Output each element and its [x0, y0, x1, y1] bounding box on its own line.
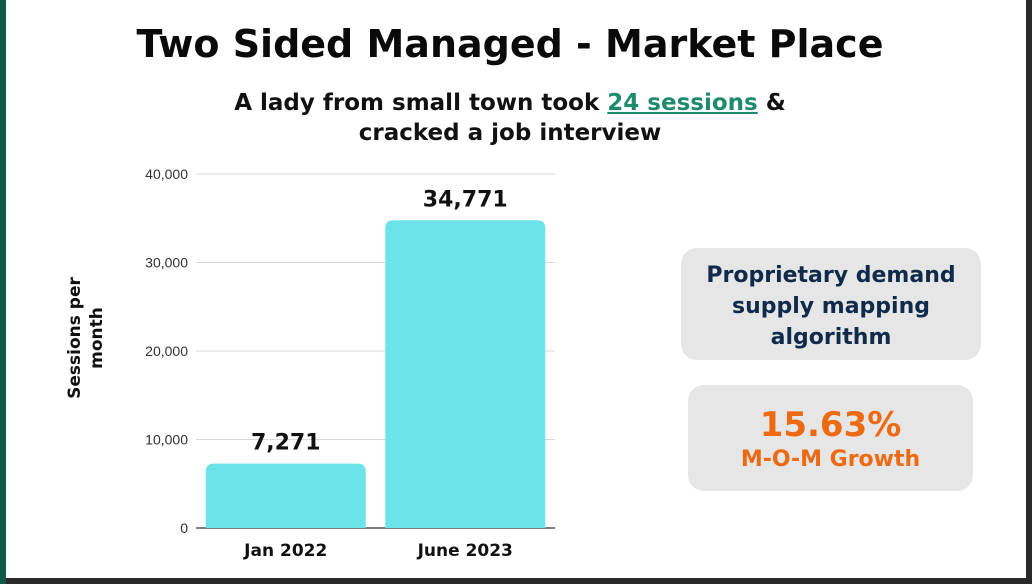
- algorithm-line-3: algorithm: [770, 325, 892, 350]
- growth-label: M-O-M Growth: [740, 447, 921, 472]
- subtitle-highlight-link[interactable]: 24 sessions: [607, 90, 758, 116]
- bar-value-label: 7,271: [251, 431, 321, 456]
- subtitle: A lady from small town took 24 sessions …: [0, 88, 1026, 148]
- algorithm-line-1: Proprietary demand: [706, 263, 956, 288]
- y-axis-label: month: [87, 307, 107, 369]
- subtitle-text-post: &: [757, 90, 786, 116]
- y-tick-label: 10,000: [145, 432, 188, 448]
- subtitle-text-pre: A lady from small town took: [234, 90, 608, 116]
- x-category-label: June 2023: [417, 541, 513, 561]
- subtitle-line-2: cracked a job interview: [358, 120, 662, 146]
- algorithm-card: Proprietary demand supply mapping algori…: [681, 248, 981, 360]
- y-tick-label: 40,000: [145, 166, 188, 182]
- bar: [205, 463, 366, 528]
- y-tick-label: 0: [180, 520, 188, 536]
- page-title: Two Sided Managed - Market Place: [136, 22, 884, 66]
- left-accent-bar: [0, 0, 6, 584]
- subtitle-line-1: A lady from small town took 24 sessions …: [0, 88, 1026, 118]
- bar: [385, 220, 546, 528]
- y-tick-label: 20,000: [145, 343, 188, 359]
- x-category-label: Jan 2022: [243, 541, 327, 561]
- algorithm-line-2: supply mapping: [731, 294, 930, 319]
- bar-value-label: 34,771: [423, 187, 508, 212]
- y-axis-label: Sessions per: [65, 277, 85, 399]
- growth-card: 15.63% M-O-M Growth: [688, 385, 973, 491]
- y-tick-label: 30,000: [145, 255, 188, 271]
- y-axis-label-group: Sessions per month: [65, 277, 107, 399]
- growth-value: 15.63%: [759, 405, 902, 445]
